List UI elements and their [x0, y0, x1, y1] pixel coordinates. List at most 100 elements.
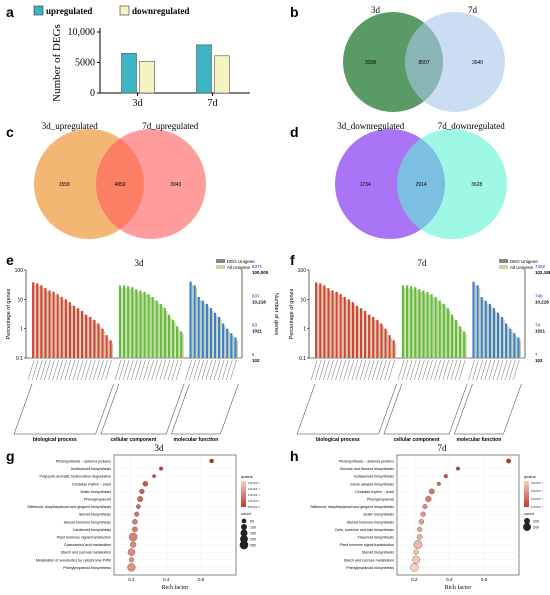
go-term-stub-e — [72, 359, 80, 381]
count-legend-label-g-3: 200 — [250, 538, 256, 542]
go-bar-all-f-0-1 — [321, 286, 323, 358]
go-bar-all-f-2-8 — [507, 326, 509, 358]
go-bar-e-1-0 — [118, 285, 122, 358]
go-bar-all-f-0-17 — [386, 331, 389, 358]
go-bar-all-e-2-0 — [191, 284, 194, 358]
go-bar-e-0-12 — [81, 311, 84, 358]
go-term-stub-e — [193, 359, 200, 381]
y-tick-label-f: 0.1 — [299, 356, 306, 362]
kegg-term-label-h-9: Cutin, suberine and wax biosynthesis — [335, 528, 395, 532]
go-bar-all-e-1-14 — [178, 329, 180, 358]
qvalue-tick-h-2: 2.0×10⁻¹ — [531, 497, 543, 501]
y-tick-label-a: 5000 — [75, 58, 95, 69]
go-bar-all-e-1-5 — [141, 293, 143, 358]
go-bar-e-1-3 — [131, 287, 134, 358]
go-bar-e-0-18 — [105, 335, 108, 358]
y2-tick-bottom-e: 1021 — [252, 329, 263, 334]
go-bar-f-2-6 — [496, 312, 500, 358]
go-bar-all-f-2-5 — [495, 311, 497, 358]
go-term-stub-e — [40, 359, 47, 381]
go-bar-all-f-0-15 — [378, 322, 380, 358]
go-bar-f-1-8 — [434, 297, 437, 358]
go-bar-all-e-2-6 — [216, 315, 218, 358]
go-term-stub-e — [76, 359, 84, 381]
legend-title-qvalue-h: qvalue — [524, 474, 537, 479]
kegg-term-label-h-1: Glucose and flavonol biosynthesis — [340, 467, 395, 471]
go-term-stub-e — [89, 359, 96, 381]
kegg-point-g-9 — [132, 526, 138, 533]
go-term-stub-e — [60, 359, 67, 381]
go-term-stub-f — [426, 359, 433, 381]
go-title-e: 3d — [135, 258, 145, 268]
go-bar-all-e-0-3 — [46, 291, 48, 358]
go-bar-all-e-0-10 — [75, 308, 77, 358]
go-term-stub-e — [143, 359, 150, 381]
x-tick-label-a-7d: 7d — [208, 98, 218, 109]
go-term-stub-e — [139, 359, 146, 381]
legend-swatch-deg-f — [499, 259, 508, 263]
go-term-stub-f — [454, 359, 462, 381]
go-bar-f-0-10 — [355, 305, 359, 358]
go-term-stub-e — [185, 359, 192, 381]
go-term-stub-e — [163, 359, 171, 381]
y-tick-label-f: 100 — [298, 268, 307, 274]
go-bar-all-f-2-9 — [511, 331, 513, 358]
y2-tick-bottom-f: 102,188 — [535, 270, 550, 275]
go-bar-e-1-14 — [175, 326, 179, 358]
panel-letter-g: g — [6, 448, 15, 464]
go-bar-all-f-1-15 — [465, 334, 467, 358]
go-term-stub-f — [484, 359, 491, 381]
qvalue-colorbar-g — [241, 481, 246, 507]
go-bar-f-2-2 — [480, 297, 483, 358]
go-bar-f-1-2 — [410, 286, 413, 358]
go-bar-e-1-15 — [180, 331, 183, 358]
kegg-point-g-8 — [132, 519, 138, 525]
kegg-term-label-h-8: Steroid hormone biosynthesis — [347, 520, 395, 524]
y2-tick-bottom-f: 102 — [535, 358, 543, 363]
go-bar-all-f-0-14 — [374, 319, 376, 358]
go-group-label-f-2: molecular function — [457, 437, 502, 443]
kegg-point-g-12 — [127, 548, 136, 556]
go-bar-f-1-14 — [458, 326, 462, 358]
kegg-term-label-h-5: Phenylpropanoid — [367, 498, 394, 502]
go-term-stub-f — [335, 359, 342, 381]
y-tick-label-a: 10,000 — [68, 27, 96, 38]
kegg-point-g-5 — [137, 496, 144, 502]
go-bar-f-0-2 — [323, 285, 326, 358]
go-term-stub-e — [56, 359, 63, 381]
go-bar-all-f-0-0 — [317, 285, 319, 358]
count-legend-dot-g-0 — [241, 518, 247, 524]
x-tick-label-h: 0.2 — [411, 577, 418, 582]
count-legend-dot-g-3 — [240, 535, 248, 543]
go-term-stub-f — [500, 359, 508, 381]
go-bar-all-f-1-0 — [404, 288, 406, 358]
go-bar-e-1-13 — [171, 319, 175, 358]
legend-swatch-all-f — [499, 265, 508, 269]
go-bar-all-f-1-3 — [416, 290, 418, 358]
go-bar-f-0-0 — [315, 282, 318, 358]
go-term-stub-f — [315, 359, 322, 381]
go-bar-all-f-0-7 — [345, 299, 348, 358]
x-tick-label-g: 0.2 — [128, 577, 135, 582]
kegg-term-label-g-1: Isoflavonoid biosynthesis — [71, 467, 111, 471]
go-bar-e-1-10 — [159, 303, 162, 358]
go-term-stub-f — [418, 359, 425, 381]
go-term-stub-e — [93, 359, 100, 381]
go-bar-all-f-0-2 — [325, 288, 327, 358]
kegg-point-h-7 — [420, 511, 426, 517]
go-term-stub-f — [496, 359, 504, 381]
legend-label-deg-e: DEG Unigene — [227, 259, 255, 264]
go-bar-f-1-4 — [418, 289, 421, 358]
legend-label-deg-f: DEG Unigene — [510, 259, 538, 264]
go-bar-all-f-0-11 — [362, 311, 364, 358]
go-bar-all-e-2-2 — [199, 299, 202, 358]
go-bar-all-f-2-11 — [519, 340, 521, 358]
y2-tick-top-e: 63 — [252, 323, 258, 328]
go-term-stub-f — [488, 359, 496, 381]
kegg-point-h-10 — [416, 534, 423, 540]
go-term-stub-f — [355, 359, 363, 381]
go-term-stub-f — [476, 359, 483, 381]
go-bar-all-e-1-6 — [145, 294, 148, 358]
go-term-stub-e — [209, 359, 217, 381]
go-bar-e-2-4 — [205, 303, 208, 358]
